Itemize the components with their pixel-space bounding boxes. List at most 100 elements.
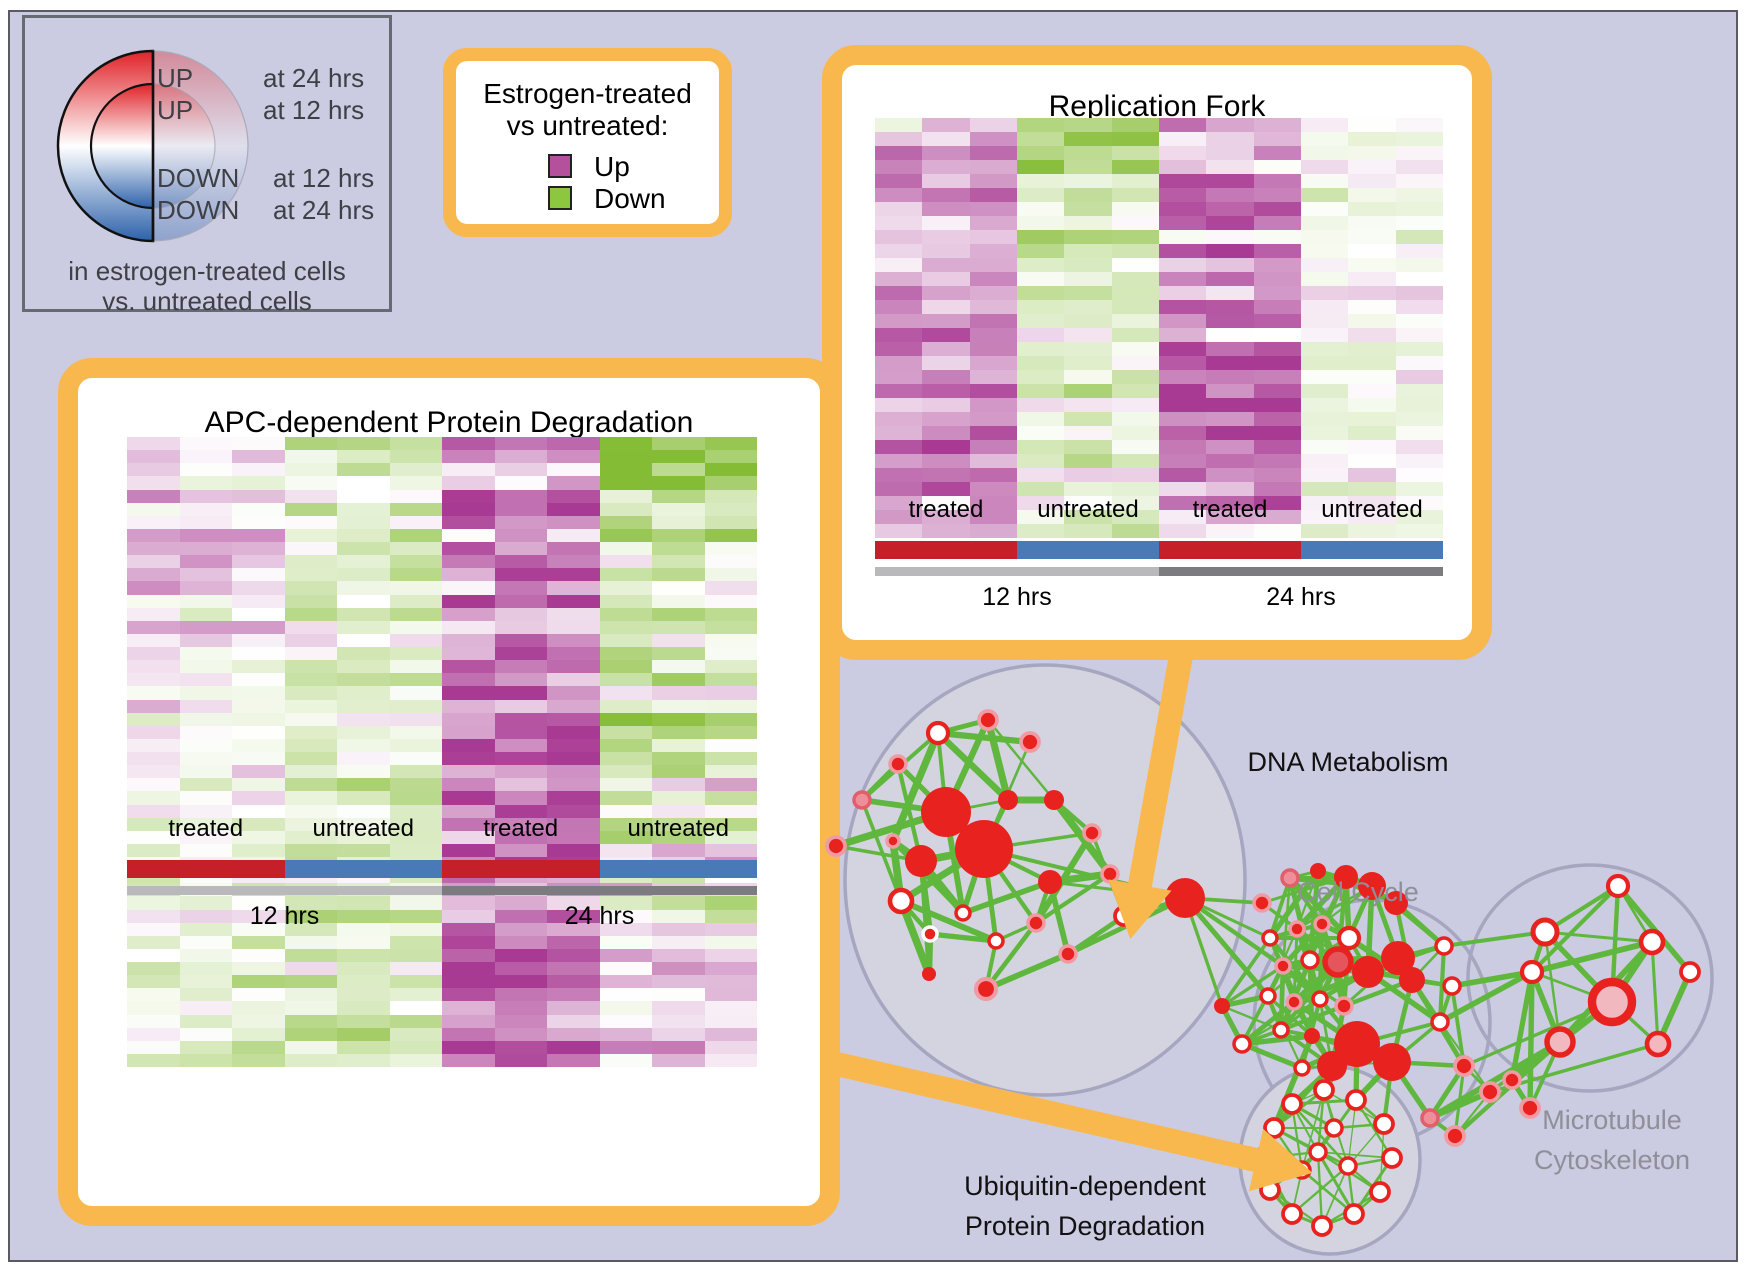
heatmap-cell: [494, 817, 547, 831]
heatmap-cell: [547, 594, 600, 608]
heatmap-cell: [284, 568, 337, 582]
heatmap-cell: [704, 975, 757, 989]
heatmap-cell: [652, 515, 705, 529]
heatmap-cell: [389, 1014, 442, 1028]
heatmap-cell: [1395, 160, 1443, 174]
heatmap-cell: [389, 607, 442, 621]
heatmap-cell: [442, 738, 495, 752]
gene-node-rw: [1308, 1142, 1328, 1162]
heatmap-row: [127, 975, 757, 989]
heatmap-cell: [389, 791, 442, 805]
heatmap-cell: [1111, 440, 1159, 454]
heatmap-cell: [969, 188, 1017, 202]
heatmap-cell: [337, 922, 390, 936]
heatmap-cell: [599, 463, 652, 477]
gene-node-solid: [1381, 941, 1415, 975]
heatmap-cell: [652, 1027, 705, 1041]
heatmap-cell: [1016, 440, 1065, 454]
heatmap-cell: [127, 1053, 180, 1067]
heatmap-cell: [1206, 398, 1254, 412]
heatmap-row: [875, 524, 1443, 538]
network-edge: [1268, 876, 1292, 940]
heatmap-cell: [1348, 426, 1396, 440]
heatmap-cell: [652, 765, 705, 779]
gene-node-ps: [1280, 868, 1300, 888]
heatmap-cell: [389, 725, 442, 739]
heatmap-cell: [1064, 272, 1112, 286]
heatmap-cell: [922, 524, 970, 538]
heatmap-cell: [179, 555, 232, 569]
heatmap-row: [875, 356, 1443, 370]
heatmap-cell: [127, 647, 180, 661]
heatmap-cell: [494, 686, 547, 700]
heatmap-cell: [875, 230, 923, 244]
heatmap-cell: [284, 843, 337, 857]
heatmap-cell: [1206, 482, 1254, 496]
heatmap-cell: [875, 496, 923, 510]
heatmap-cell: [652, 1040, 705, 1054]
heatmap-cell: [1300, 496, 1349, 510]
heatmap-row: [127, 463, 757, 477]
gene-node-rw: [1293, 1059, 1311, 1077]
heatmap-row: [875, 216, 1443, 230]
heatmap-cell: [442, 528, 495, 542]
heatmap-cell: [179, 843, 232, 857]
heatmap-cell: [389, 830, 442, 844]
heatmap-cell: [442, 948, 495, 962]
heatmap-cell: [442, 817, 495, 831]
heatmap-cell: [127, 843, 180, 857]
heatmap-cell: [547, 804, 600, 818]
heatmap-cell: [1253, 230, 1301, 244]
heatmap-cell: [704, 437, 757, 451]
heatmap-cell: [1395, 202, 1443, 216]
heatmap-cell: [1253, 272, 1301, 286]
heatmap-cell: [1253, 118, 1301, 132]
heatmap-cell: [922, 118, 970, 132]
heatmap-cell: [652, 909, 705, 923]
heatmap-cell: [494, 450, 547, 464]
gene-node-rw: [1679, 961, 1701, 983]
gene-node-pr: [1334, 996, 1354, 1016]
heatmap-cell: [1300, 342, 1349, 356]
heatmap-cell: [389, 594, 442, 608]
heatmap-cell: [704, 948, 757, 962]
replication-fork-panel: Replication Fork treated untreated treated…: [822, 45, 1492, 660]
heatmap-cell: [127, 922, 180, 936]
heatmap-cell: [1016, 216, 1065, 230]
heatmap-cell: [547, 686, 600, 700]
heatmap-cell: [599, 660, 652, 674]
heatmap-cell: [389, 752, 442, 766]
heatmap-cell: [922, 412, 970, 426]
heatmap-cell: [704, 712, 757, 726]
gene-node-rw: [1638, 928, 1666, 956]
heatmap-cell: [232, 1053, 285, 1067]
heatmap-cell: [127, 830, 180, 844]
heatmap-cell: [1064, 356, 1112, 370]
heatmap-cell: [1016, 482, 1065, 496]
heatmap-cell: [599, 568, 652, 582]
heatmap-cell: [652, 699, 705, 713]
gene-node-pr: [1288, 920, 1306, 938]
heatmap-cell: [922, 440, 970, 454]
heatmap-cell: [875, 356, 923, 370]
network-edge: [1182, 895, 1271, 999]
ring-row1-time: at 24 hrs: [263, 63, 365, 93]
heatmap-cell: [494, 896, 547, 910]
heatmap-cell: [547, 502, 600, 516]
heatmap-cell: [1158, 300, 1207, 314]
heatmap-cell: [969, 230, 1017, 244]
heatmap-cell: [1016, 160, 1065, 174]
heatmap-cell: [547, 660, 600, 674]
heatmap-cell: [389, 633, 442, 647]
heatmap-cell: [494, 502, 547, 516]
heatmap-cell: [389, 738, 442, 752]
heatmap-cell: [547, 896, 600, 910]
heatmap-cell: [547, 975, 600, 989]
heatmap-cell: [1111, 272, 1159, 286]
heatmap-cell: [704, 804, 757, 818]
heatmap-cell: [922, 342, 970, 356]
heatmap-cell: [389, 1053, 442, 1067]
ring-row3-word: DOWN: [157, 163, 240, 193]
heatmap-cell: [389, 502, 442, 516]
heatmap-cell: [179, 988, 232, 1002]
